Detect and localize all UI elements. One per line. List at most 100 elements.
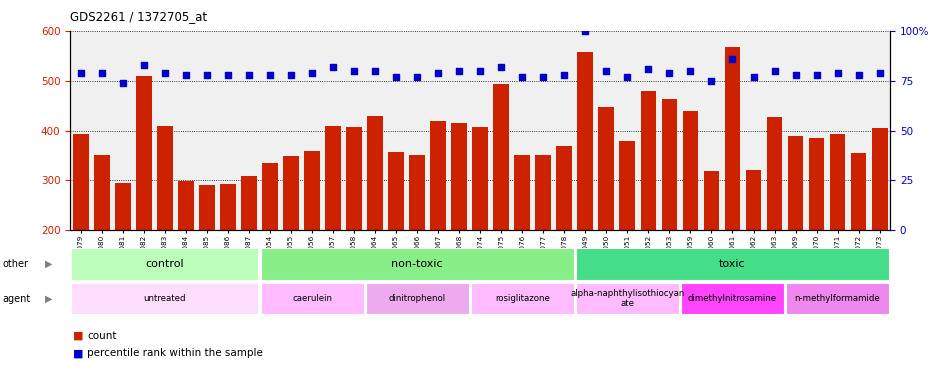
Bar [136, 76, 152, 230]
Point [137, 61, 152, 68]
Text: dimethylnitrosamine: dimethylnitrosamine [687, 294, 776, 303]
Text: agent: agent [3, 293, 31, 304]
Point [178, 71, 193, 78]
Bar [198, 185, 214, 230]
Text: count: count [87, 331, 116, 341]
Bar [472, 127, 488, 230]
Point [284, 71, 299, 78]
Point [620, 74, 635, 80]
Bar [576, 248, 888, 280]
Bar [808, 138, 824, 230]
Bar [260, 248, 573, 280]
Point [388, 74, 403, 80]
Text: n-methylformamide: n-methylformamide [794, 294, 880, 303]
Text: caerulein: caerulein [292, 294, 331, 303]
Text: ▶: ▶ [45, 259, 52, 269]
Text: alpha-naphthylisothiocyan
ate: alpha-naphthylisothiocyan ate [570, 289, 684, 308]
Bar [661, 99, 677, 230]
Bar [367, 116, 383, 230]
Bar [388, 152, 403, 230]
Bar [409, 154, 425, 230]
Point [304, 70, 319, 76]
Point [367, 68, 382, 74]
Bar [640, 91, 655, 230]
Point [241, 71, 256, 78]
Point [95, 70, 110, 76]
Bar [470, 283, 573, 314]
Point [409, 74, 424, 80]
Point [745, 74, 760, 80]
Text: ■: ■ [73, 348, 83, 358]
Point [262, 71, 277, 78]
Bar [220, 184, 236, 230]
Point [703, 78, 718, 84]
Point [346, 68, 361, 74]
Bar [178, 182, 194, 230]
Point [724, 56, 739, 62]
Text: non-toxic: non-toxic [391, 259, 443, 269]
Bar [71, 283, 258, 314]
Bar [870, 128, 886, 230]
Bar [493, 84, 508, 230]
Point [850, 71, 865, 78]
Point [682, 68, 697, 74]
Bar [766, 117, 782, 230]
Bar [828, 134, 844, 230]
Bar [576, 283, 679, 314]
Bar [850, 153, 866, 230]
Bar [514, 154, 530, 230]
Text: dinitrophenol: dinitrophenol [388, 294, 446, 303]
Bar [703, 172, 719, 230]
Bar [73, 134, 89, 230]
Text: ■: ■ [73, 331, 83, 341]
Bar [619, 141, 635, 230]
Point [767, 68, 782, 74]
Text: rosiglitazone: rosiglitazone [494, 294, 549, 303]
Point [578, 28, 592, 34]
Point [871, 70, 886, 76]
Bar [345, 127, 361, 230]
Point [199, 71, 214, 78]
Bar [430, 121, 446, 230]
Point [598, 68, 613, 74]
Point [808, 71, 823, 78]
Point [493, 64, 508, 70]
Bar [325, 126, 341, 230]
Point [451, 68, 466, 74]
Point [73, 70, 88, 76]
Bar [241, 177, 256, 230]
Bar [451, 123, 466, 230]
Bar [598, 107, 614, 230]
Point [115, 79, 130, 86]
Text: percentile rank within the sample: percentile rank within the sample [87, 348, 263, 358]
Point [556, 71, 571, 78]
Point [829, 70, 844, 76]
Text: untreated: untreated [143, 294, 186, 303]
Point [472, 68, 487, 74]
Bar [680, 283, 783, 314]
Text: GDS2261 / 1372705_at: GDS2261 / 1372705_at [70, 10, 207, 23]
Point [661, 70, 676, 76]
Point [220, 71, 235, 78]
Bar [745, 170, 761, 230]
Text: control: control [145, 259, 184, 269]
Point [787, 71, 802, 78]
Text: other: other [3, 259, 29, 269]
Bar [787, 136, 802, 230]
Bar [283, 156, 299, 230]
Point [514, 74, 529, 80]
Bar [71, 248, 258, 280]
Bar [724, 47, 739, 230]
Point [325, 64, 340, 70]
Bar [577, 52, 592, 230]
Text: toxic: toxic [719, 259, 745, 269]
Bar [94, 154, 110, 230]
Point [431, 70, 446, 76]
Text: ▶: ▶ [45, 293, 52, 304]
Bar [262, 162, 278, 230]
Point [535, 74, 550, 80]
Point [157, 70, 172, 76]
Bar [260, 283, 363, 314]
Bar [304, 151, 319, 230]
Bar [157, 126, 172, 230]
